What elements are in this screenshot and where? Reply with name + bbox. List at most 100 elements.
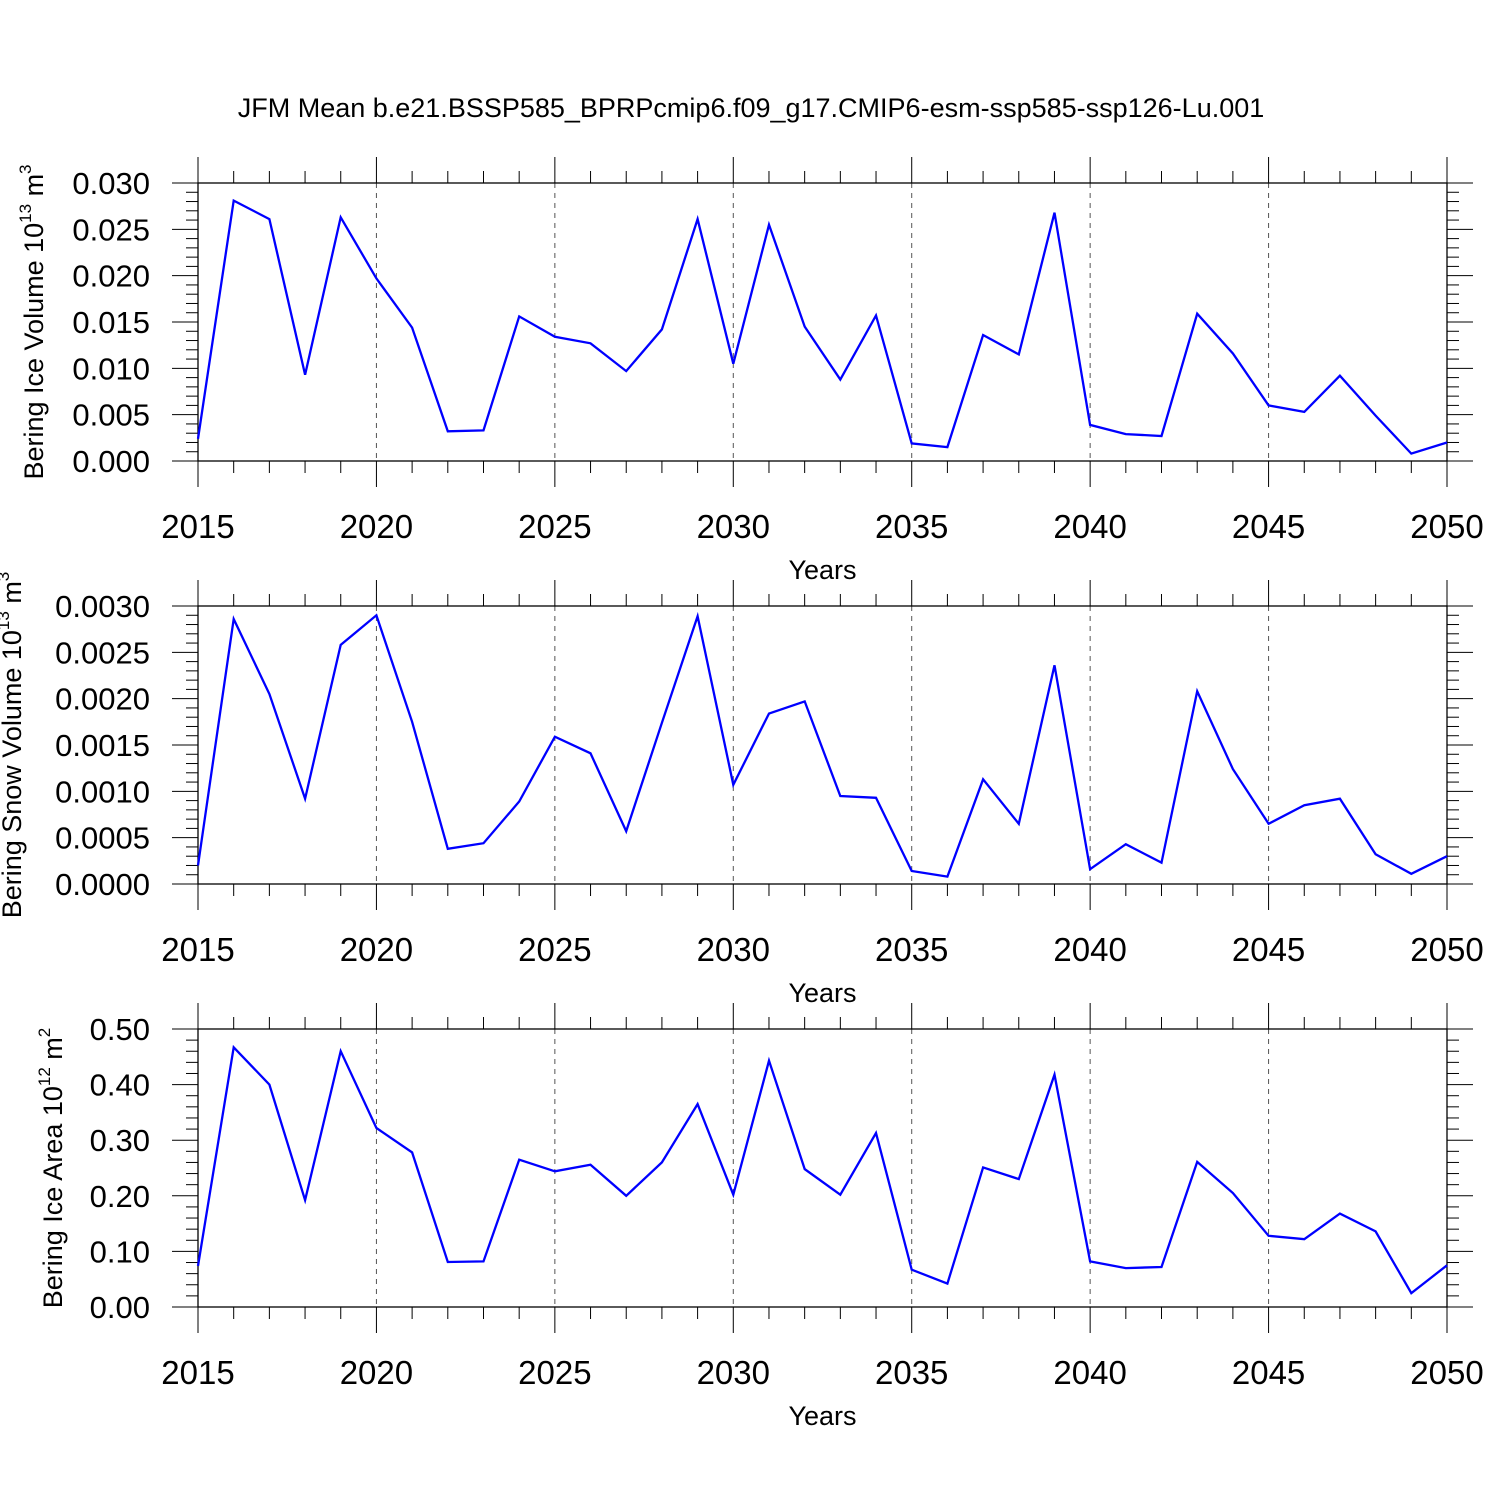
y-axis-title-main: Bering Snow Volume 10 bbox=[0, 630, 27, 918]
x-tick-label: 2045 bbox=[1232, 1354, 1305, 1391]
y-axis-title-unit-exp: 2 bbox=[35, 1028, 54, 1037]
data-point bbox=[1267, 404, 1269, 406]
data-point bbox=[589, 1163, 591, 1165]
data-point bbox=[982, 1166, 984, 1168]
data-point bbox=[661, 1161, 663, 1163]
data-point bbox=[268, 693, 270, 695]
x-gridlines bbox=[375, 183, 1270, 461]
data-point bbox=[1089, 424, 1091, 426]
data-point bbox=[268, 1083, 270, 1085]
x-axis-title: Years bbox=[788, 555, 856, 585]
data-point bbox=[1374, 1230, 1376, 1232]
data-point bbox=[1446, 1264, 1448, 1266]
y-tick-label: 0.0005 bbox=[55, 821, 150, 856]
data-point bbox=[946, 446, 948, 448]
data-point bbox=[554, 336, 556, 338]
y-axis: 0.00 0.10 0.20 0.30 0.40 0.50 bbox=[90, 1012, 1473, 1325]
data-point bbox=[1446, 855, 1448, 857]
y-axis: 0.000 0.005 0.010 0.015 0.020 0.025 0.030 bbox=[72, 166, 1473, 479]
x-tick-label: 2025 bbox=[518, 508, 591, 545]
data-point bbox=[518, 315, 520, 317]
data-point bbox=[554, 1170, 556, 1172]
data-point bbox=[803, 325, 805, 327]
data-point bbox=[1303, 1238, 1305, 1240]
x-tick-label: 2035 bbox=[875, 1354, 948, 1391]
data-point bbox=[1232, 768, 1234, 770]
panel-1: 2015 2020 2025 2030 2035 2040 2045 20500.0000.0… bbox=[16, 157, 1484, 585]
x-tick-label: 2050 bbox=[1410, 1354, 1483, 1391]
data-point bbox=[518, 800, 520, 802]
data-point bbox=[1160, 435, 1162, 437]
x-tick-label: 2045 bbox=[1232, 931, 1305, 968]
y-tick-label: 0.50 bbox=[90, 1012, 150, 1047]
data-point bbox=[411, 326, 413, 328]
x-tick-label: 2050 bbox=[1410, 508, 1483, 545]
data-point bbox=[589, 342, 591, 344]
y-axis-title-unit-exp: 3 bbox=[16, 164, 35, 173]
data-point bbox=[447, 430, 449, 432]
data-point bbox=[482, 429, 484, 431]
data-point bbox=[625, 830, 627, 832]
data-point bbox=[803, 700, 805, 702]
y-axis-title-main: Bering Ice Volume 10 bbox=[19, 223, 49, 480]
data-point bbox=[661, 722, 663, 724]
data-point bbox=[1053, 211, 1055, 213]
data-point bbox=[946, 1282, 948, 1284]
data-point bbox=[768, 1059, 770, 1061]
y-axis-title-unit: m bbox=[19, 174, 49, 204]
data-point bbox=[1160, 861, 1162, 863]
data-point bbox=[232, 618, 234, 620]
data-point bbox=[839, 1193, 841, 1195]
y-tick-label: 0.010 bbox=[72, 351, 150, 386]
data-point bbox=[1410, 873, 1412, 875]
data-point bbox=[232, 1046, 234, 1048]
data-point bbox=[1018, 353, 1020, 355]
y-tick-label: 0.0010 bbox=[55, 774, 150, 809]
data-points bbox=[197, 1046, 1448, 1294]
x-gridlines bbox=[375, 606, 1270, 884]
data-point bbox=[482, 1260, 484, 1262]
data-point bbox=[554, 735, 556, 737]
x-tick-label: 2025 bbox=[518, 931, 591, 968]
data-point bbox=[1303, 804, 1305, 806]
data-point bbox=[1339, 1212, 1341, 1214]
x-axis: 2015 2020 2025 2030 2035 2040 2045 2050 bbox=[161, 580, 1484, 968]
data-point bbox=[1410, 452, 1412, 454]
data-point bbox=[661, 328, 663, 330]
data-point bbox=[1089, 868, 1091, 870]
y-tick-label: 0.20 bbox=[90, 1179, 150, 1214]
panel-3: 2015 2020 2025 2030 2035 2040 2045 2050 0.00 0.10… bbox=[35, 1003, 1484, 1431]
x-axis: 2015 2020 2025 2030 2035 2040 2045 2050 bbox=[161, 1003, 1484, 1391]
data-point bbox=[1196, 1161, 1198, 1163]
plot-frame bbox=[197, 182, 1448, 462]
y-axis-title-exp: 13 bbox=[16, 204, 35, 223]
y-axis-title: Bering Ice Area 1012 m2 bbox=[35, 1028, 68, 1309]
x-tick-label: 2015 bbox=[161, 508, 234, 545]
data-point bbox=[1232, 352, 1234, 354]
data-point bbox=[197, 864, 199, 866]
data-point bbox=[375, 277, 377, 279]
x-tick-label: 2020 bbox=[340, 508, 413, 545]
y-tick-label: 0.0020 bbox=[55, 682, 150, 717]
x-tick-label: 2040 bbox=[1053, 508, 1126, 545]
data-point bbox=[696, 615, 698, 617]
series-line bbox=[196, 198, 1448, 455]
data-point bbox=[304, 1199, 306, 1201]
x-axis-title: Years bbox=[788, 978, 856, 1008]
x-tick-label: 2025 bbox=[518, 1354, 591, 1391]
data-point bbox=[768, 712, 770, 714]
data-point bbox=[1339, 798, 1341, 800]
data-point bbox=[1303, 411, 1305, 413]
data-point bbox=[1160, 1266, 1162, 1268]
data-point bbox=[447, 848, 449, 850]
data-point bbox=[518, 1158, 520, 1160]
data-point bbox=[1018, 823, 1020, 825]
y-tick-label: 0.00 bbox=[90, 1290, 150, 1325]
y-tick-label: 0.0025 bbox=[55, 635, 150, 670]
x-tick-label: 2040 bbox=[1053, 931, 1126, 968]
data-point bbox=[696, 218, 698, 220]
data-point bbox=[197, 438, 199, 440]
data-point bbox=[1374, 853, 1376, 855]
y-tick-label: 0.10 bbox=[90, 1234, 150, 1269]
y-axis-title-exp: 13 bbox=[0, 611, 13, 630]
